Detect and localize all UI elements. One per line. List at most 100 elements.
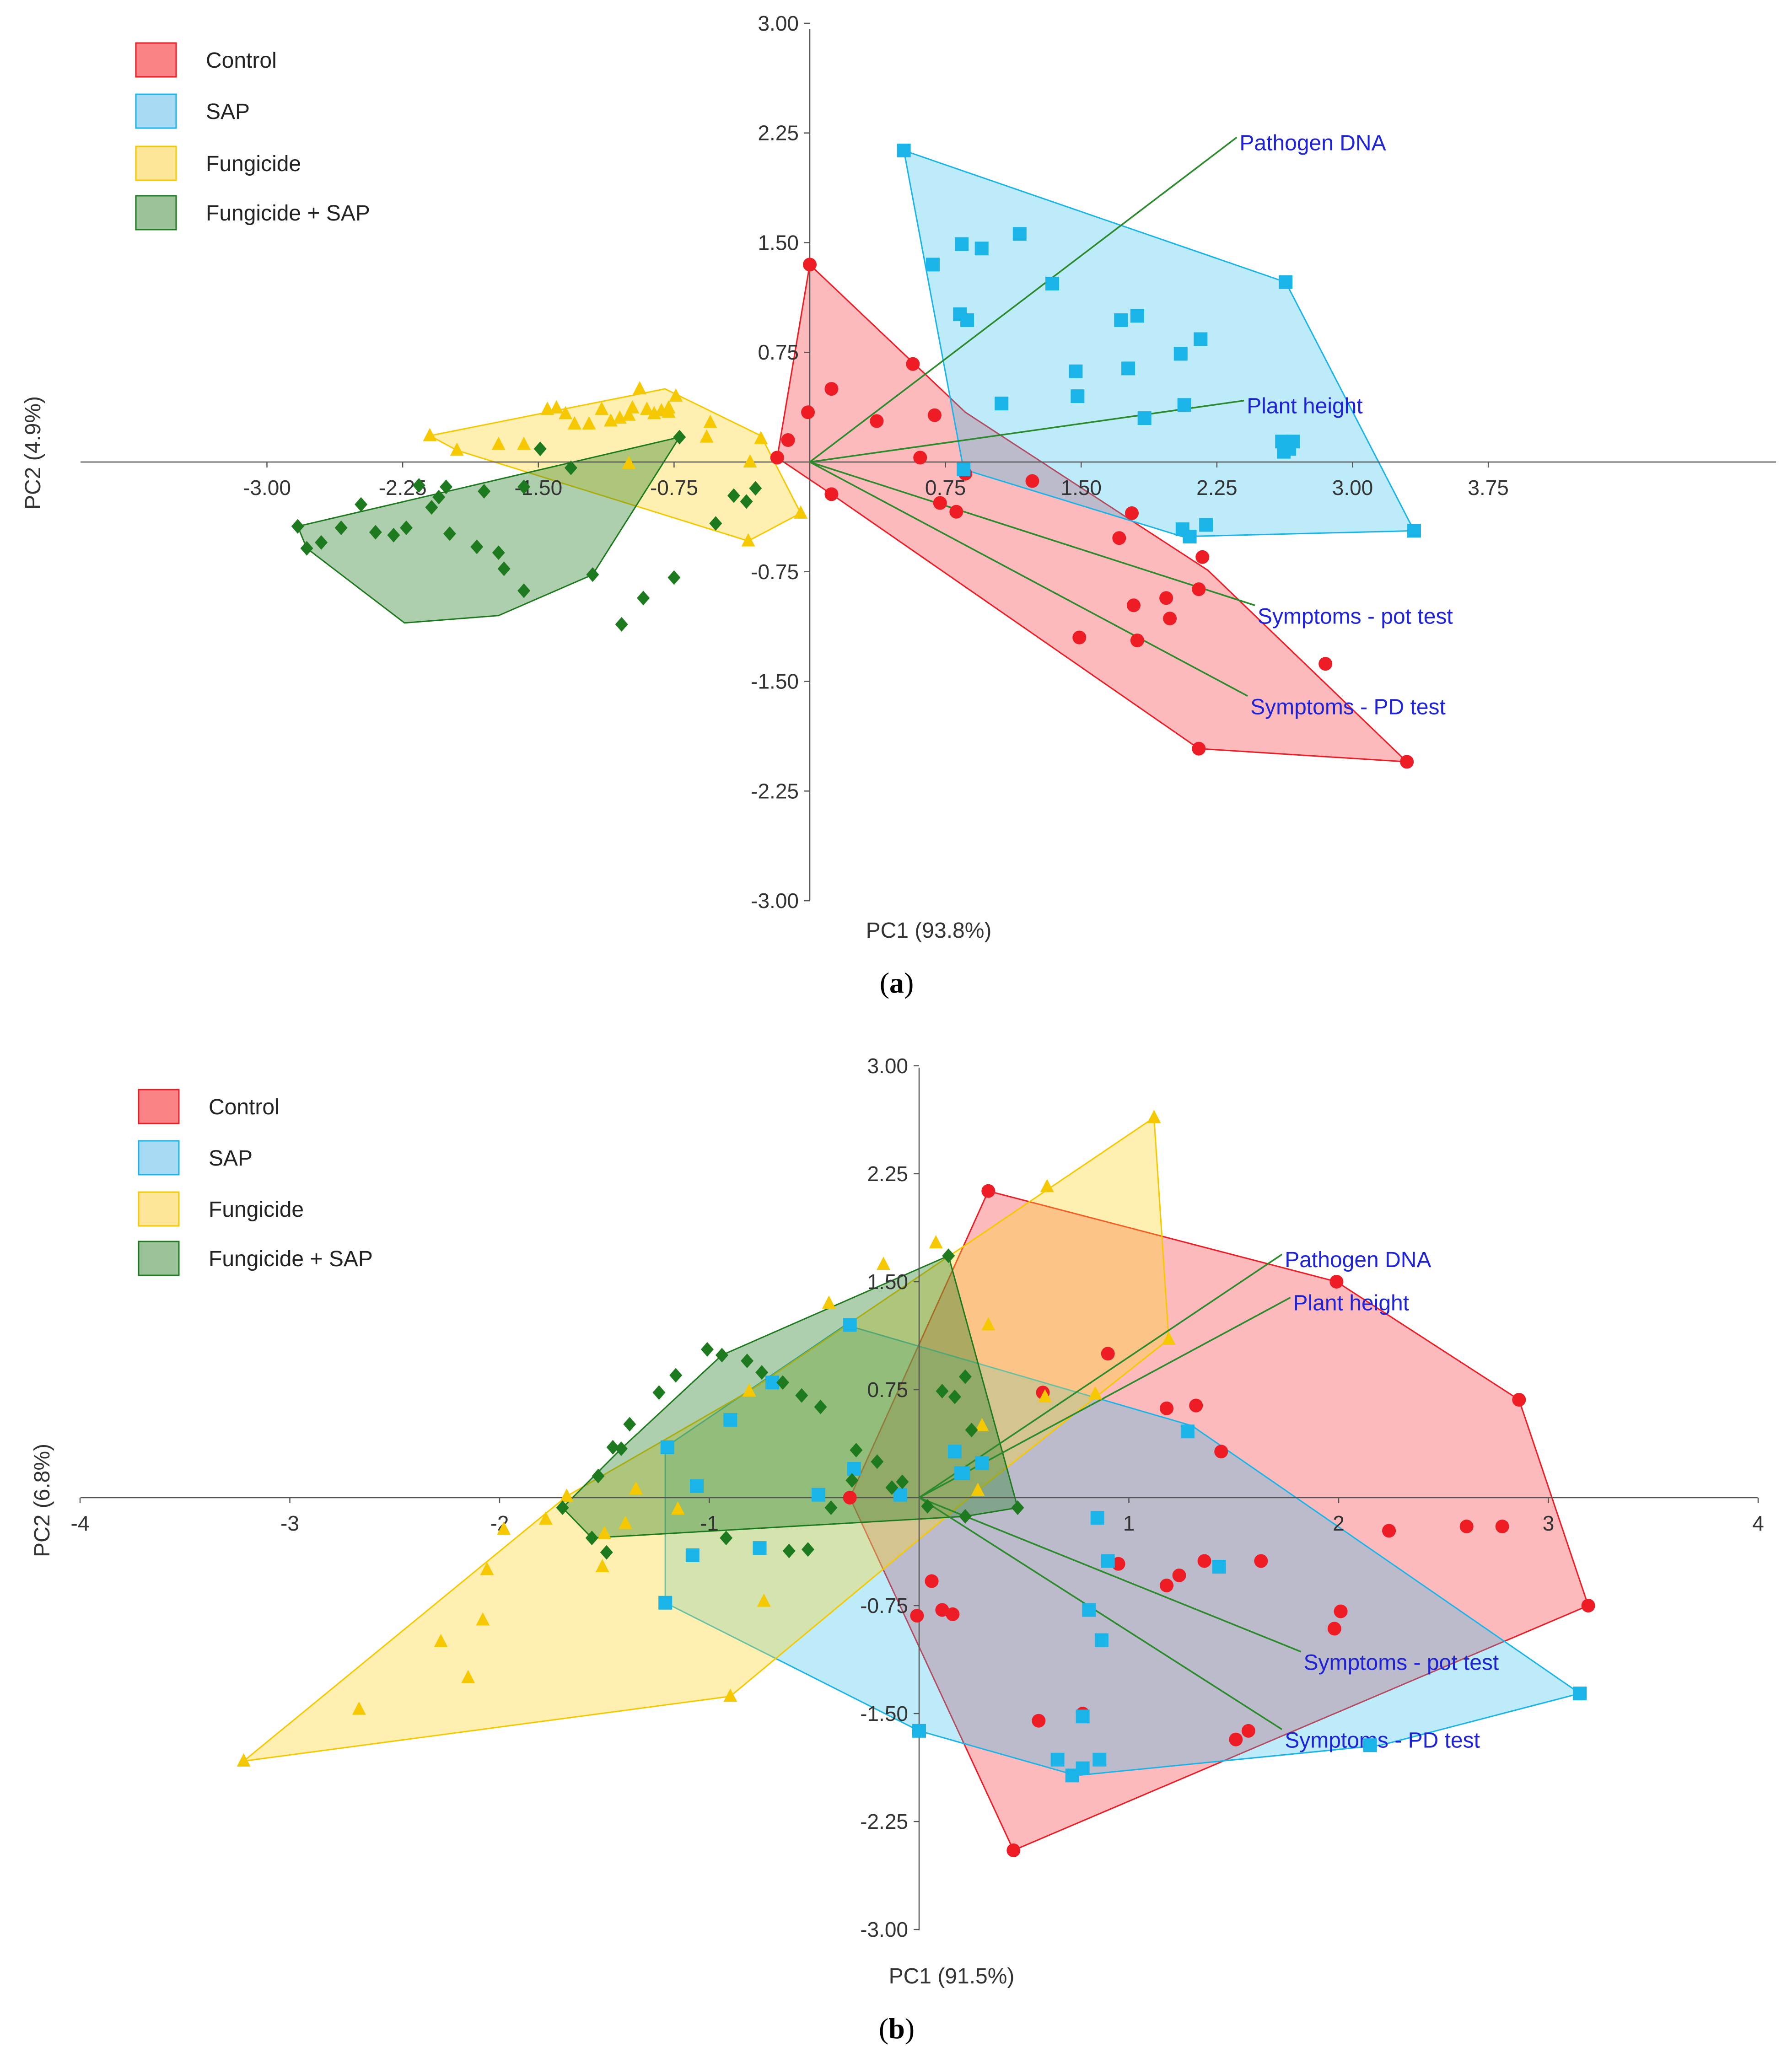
point-fungicide — [491, 436, 506, 450]
point-fungicide — [497, 1521, 511, 1535]
point-control — [935, 1603, 949, 1617]
vector-symptoms-pot-test — [809, 461, 1255, 606]
point-fungicide — [794, 505, 808, 519]
point-fungicide-sap — [824, 1500, 838, 1515]
point-fungicide-sap — [942, 1248, 955, 1263]
point-fungicide — [741, 533, 755, 547]
point-fungicide — [476, 1612, 490, 1626]
vector-pathogen-dna — [809, 136, 1238, 463]
point-fungicide — [662, 404, 676, 418]
x-tick-label: 2.25 — [1196, 476, 1238, 500]
point-fungicide-sap — [533, 441, 547, 457]
y-tick-label: 3.00 — [758, 11, 799, 35]
y-tick-label: 2.25 — [867, 1162, 908, 1186]
x-tick-label: -4 — [71, 1511, 90, 1535]
point-fungicide — [559, 406, 573, 419]
point-fungicide-sap — [740, 494, 753, 509]
point-control — [1195, 550, 1210, 564]
point-fungicide — [1088, 1386, 1103, 1400]
panel-a-x-axis-label: PC1 (93.8%) — [866, 919, 992, 943]
vector-label-symptoms-pot-test: Symptoms - pot test — [1303, 1651, 1499, 1675]
point-control — [906, 357, 920, 371]
point-fungicide-sap — [615, 617, 628, 632]
panel-b-axes: -4 -3 -2 -1 1 2 3 43.002.251.500.75-0.75-1.50-2… — [71, 1054, 1764, 1941]
point-fungicide-sap — [958, 1509, 972, 1524]
point-fungicide-sap — [440, 479, 453, 494]
point-fungicide-sap — [896, 1474, 909, 1489]
x-tick-label: 1.50 — [1060, 476, 1102, 500]
point-control — [1459, 1519, 1474, 1533]
point-control — [1172, 1568, 1186, 1582]
point-fungicide-sap — [517, 479, 531, 494]
point-fungicide-sap — [755, 1365, 769, 1380]
point-sap — [1012, 227, 1027, 241]
point-sap — [1092, 1752, 1107, 1767]
point-control — [1329, 1274, 1344, 1289]
point-fungicide-sap — [334, 520, 348, 535]
point-sap — [658, 1596, 673, 1610]
point-sap — [912, 1724, 926, 1738]
point-sap — [685, 1548, 700, 1562]
point-fungicide — [619, 1515, 633, 1529]
point-fungicide-sap — [369, 525, 382, 540]
point-sap — [1069, 364, 1083, 378]
x-tick-label: 1 — [1123, 1511, 1135, 1535]
point-fungicide-sap — [606, 1440, 619, 1455]
point-fungicide — [757, 1593, 771, 1607]
point-fungicide-sap — [814, 1399, 827, 1414]
x-tick-label: 0.75 — [925, 476, 966, 500]
point-sap — [1076, 1761, 1090, 1775]
legend-swatch-control — [138, 1089, 180, 1124]
point-fungicide-sap — [592, 1468, 605, 1483]
point-fungicide-sap — [936, 1384, 949, 1399]
point-control — [981, 1184, 996, 1198]
point-sap — [1076, 1709, 1090, 1724]
point-control — [843, 1491, 857, 1505]
point-sap — [1199, 518, 1213, 532]
point-control — [1197, 1554, 1211, 1568]
point-fungicide — [597, 1526, 612, 1539]
point-control — [1126, 598, 1141, 613]
point-sap — [955, 237, 969, 251]
x-tick-label: -0.75 — [650, 476, 698, 500]
point-control — [870, 414, 884, 428]
point-fungicide-sap — [720, 1531, 733, 1546]
hull-control — [776, 263, 1409, 763]
point-fungicide — [237, 1753, 251, 1767]
point-control — [1160, 1401, 1174, 1415]
legend-swatch-control — [135, 42, 177, 78]
point-sap — [1101, 1554, 1115, 1568]
point-control — [1334, 1604, 1348, 1618]
point-control — [1125, 506, 1139, 520]
point-control — [1130, 634, 1144, 648]
point-control — [927, 408, 942, 422]
point-fungicide — [622, 456, 636, 469]
vector-plant-height — [809, 399, 1244, 463]
panel-b-hulls — [241, 1116, 1589, 1851]
vector-label-symptoms-pd-test: Symptoms - PD test — [1250, 695, 1446, 720]
point-fungicide-sap — [517, 583, 531, 598]
point-fungicide — [434, 1634, 448, 1647]
point-fungicide — [743, 454, 757, 467]
point-control — [1318, 657, 1333, 671]
point-fungicide-sap — [727, 488, 740, 503]
vector-label-symptoms-pd-test: Symptoms - PD test — [1285, 1729, 1480, 1753]
point-fungicide-sap — [871, 1454, 884, 1469]
point-control — [1382, 1524, 1396, 1538]
y-tick-label: 2.25 — [758, 121, 799, 145]
point-sap — [975, 1456, 989, 1470]
point-sap — [811, 1488, 825, 1502]
point-fungicide — [633, 381, 647, 395]
point-fungicide — [352, 1701, 366, 1715]
point-control — [1032, 1714, 1046, 1728]
panel-a-legend: Control SAP Fungicide Fungicide + SAP — [135, 42, 370, 231]
panel-a-vectors: Pathogen DNA Plant height Symptoms - pot t… — [809, 131, 1453, 720]
panel-b-legend: Control SAP Fungicide Fungicide + SAP — [138, 1089, 373, 1276]
point-fungicide-sap — [387, 527, 400, 543]
legend-label-fungicide-sap: Fungicide + SAP — [206, 201, 370, 226]
point-fungicide — [595, 1559, 609, 1573]
point-control — [1581, 1599, 1595, 1613]
point-fungicide-sap — [965, 1423, 978, 1438]
point-sap — [753, 1541, 767, 1555]
point-control — [1495, 1519, 1509, 1533]
